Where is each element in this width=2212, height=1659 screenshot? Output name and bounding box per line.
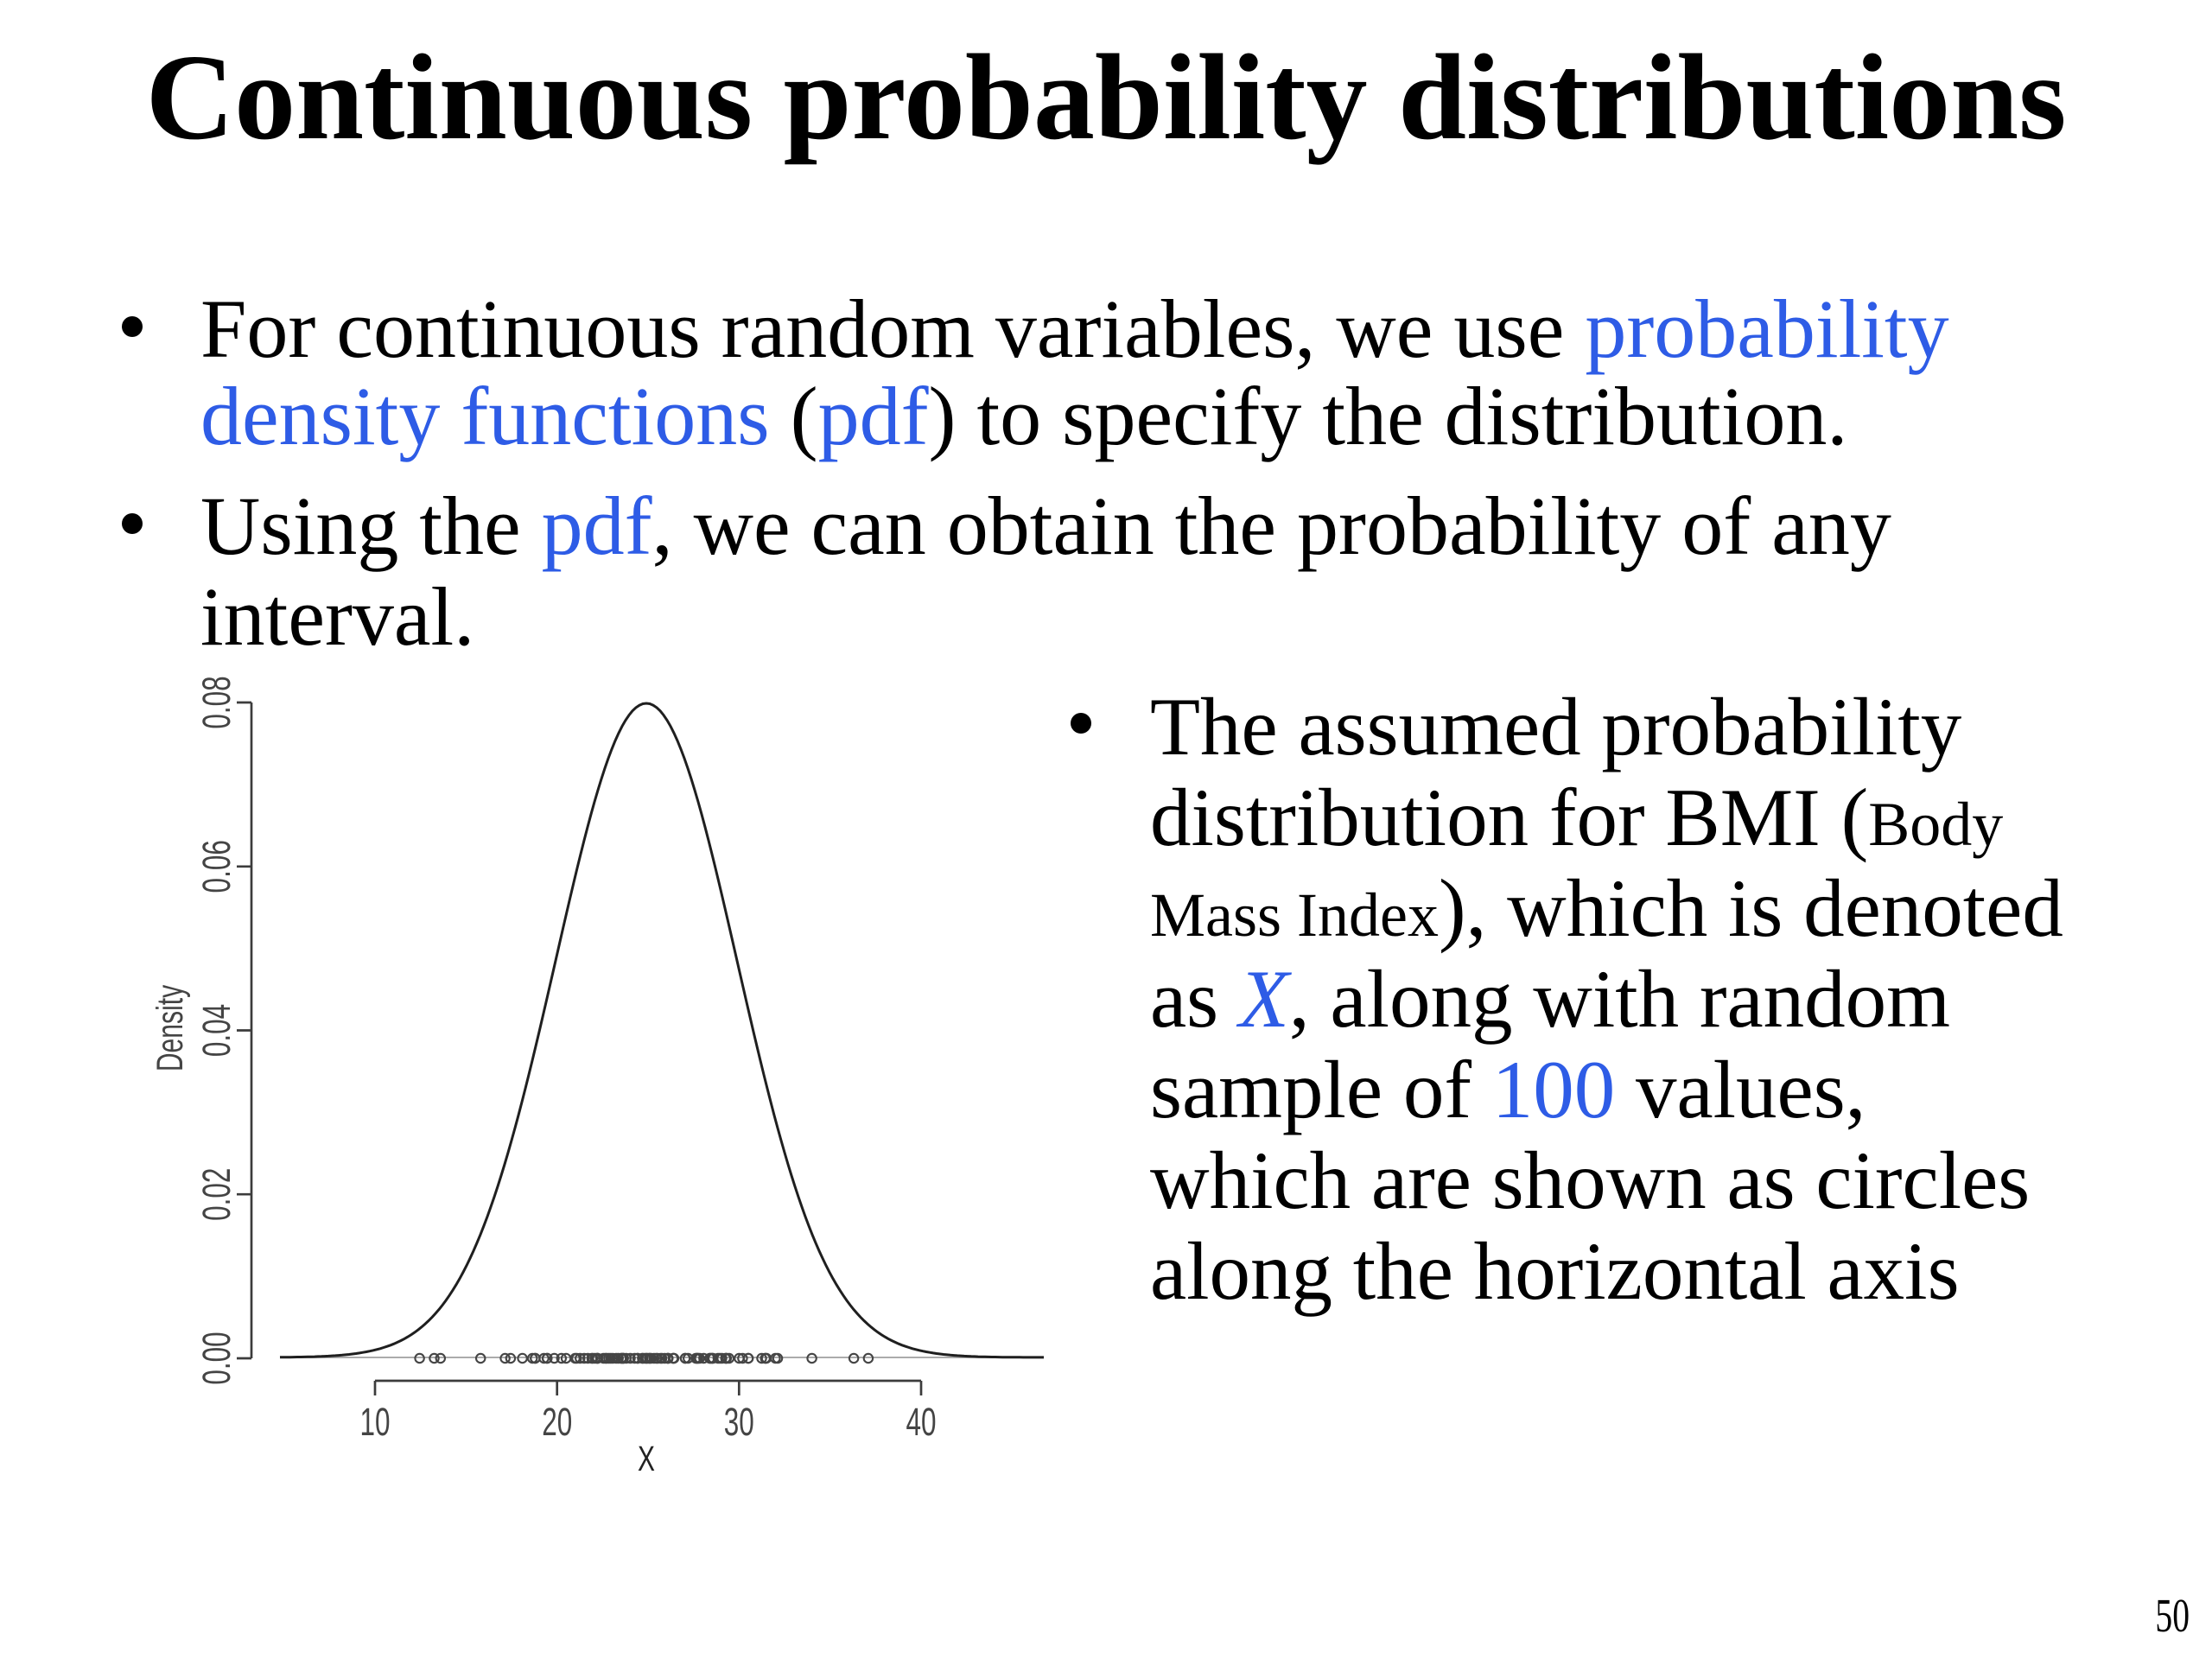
svg-text:0.08: 0.08 — [196, 676, 239, 728]
svg-text:X: X — [638, 1439, 655, 1478]
svg-text:Density: Density — [149, 984, 191, 1071]
svg-text:30: 30 — [724, 1402, 754, 1445]
svg-text:10: 10 — [359, 1402, 390, 1445]
svg-text:0.06: 0.06 — [196, 840, 239, 893]
svg-text:0.02: 0.02 — [196, 1168, 239, 1221]
svg-text:20: 20 — [542, 1402, 572, 1445]
svg-text:40: 40 — [906, 1402, 936, 1445]
svg-text:0.04: 0.04 — [196, 1004, 239, 1057]
svg-text:0.00: 0.00 — [196, 1332, 239, 1384]
